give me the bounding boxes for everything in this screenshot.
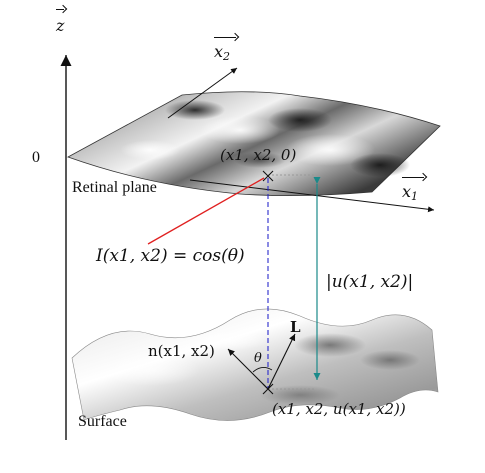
theta-arc — [252, 367, 273, 373]
retinal-plane-shape — [67, 91, 441, 196]
light-label: L — [290, 318, 301, 336]
x2-axis-label: x2 — [214, 37, 237, 62]
pointer-line — [147, 177, 265, 245]
surface-shape — [71, 308, 439, 421]
theta-label: θ — [254, 351, 262, 366]
retinal-plane-label: Retinal plane — [72, 179, 157, 196]
intensity-equation: I(x1, x2) = cos(θ) — [96, 246, 245, 266]
normal-vector — [227, 348, 269, 390]
z-axis-label: z — [56, 16, 65, 35]
surface-point-label: (x1, x2, u(x1, x2)) — [272, 400, 406, 418]
x1-axis-label: x1 — [402, 177, 425, 202]
plane-point-label: (x1, x2, 0) — [220, 146, 297, 164]
x2-axis — [167, 67, 238, 119]
zero-label: 0 — [32, 149, 40, 166]
surface-label: Surface — [78, 413, 127, 430]
light-vector — [267, 333, 296, 390]
depth-label: |u(x1, x2)| — [326, 272, 414, 292]
x1-axis — [189, 179, 435, 213]
normal-label: n(x1, x2) — [148, 342, 215, 360]
